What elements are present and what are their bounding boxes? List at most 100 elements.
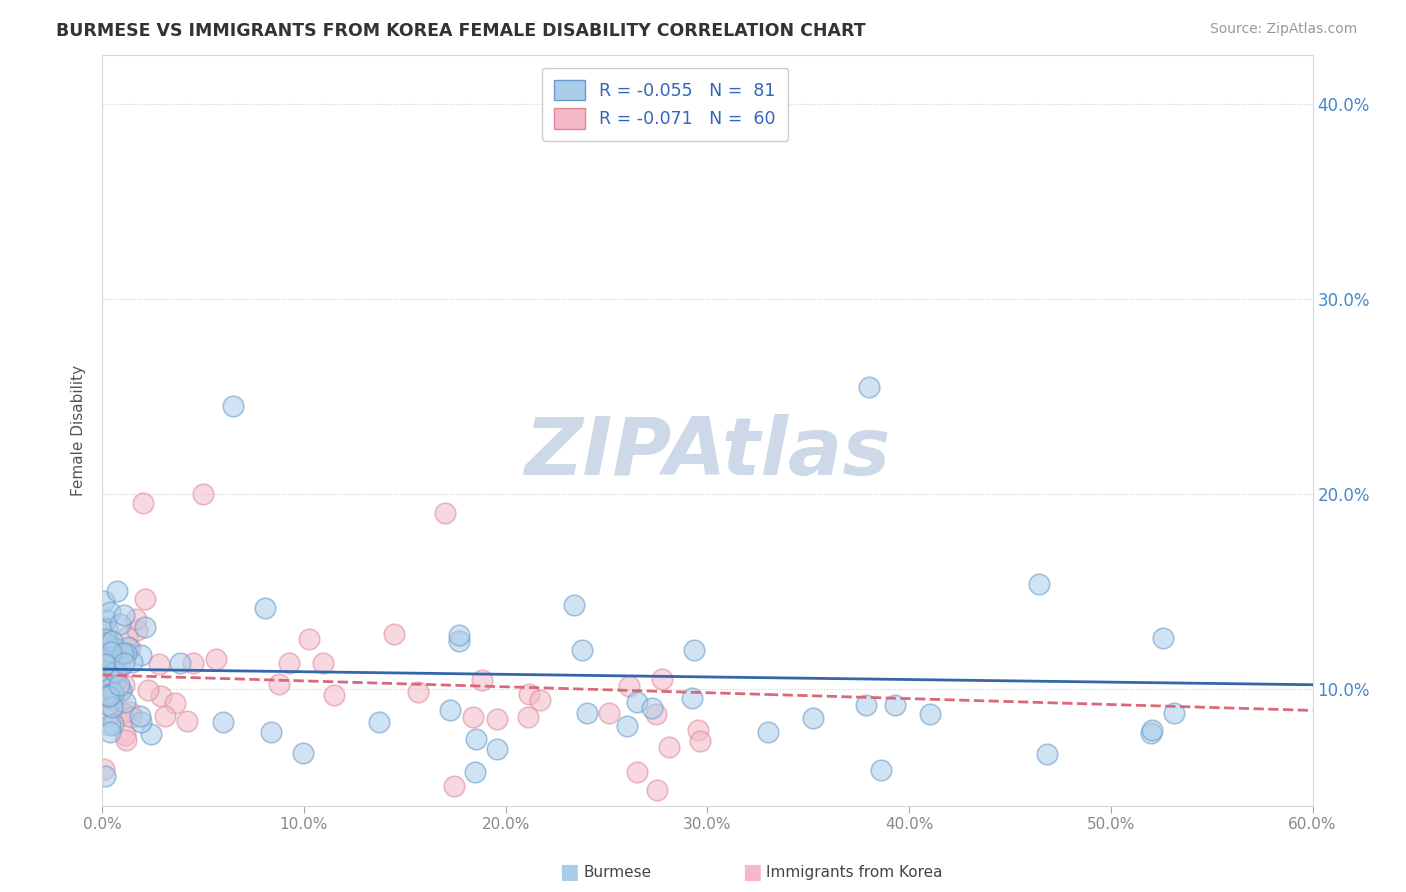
Point: [98, 605, 121, 619]
Point: [96, 672, 118, 686]
Point: [112, 608, 135, 623]
Point: [485, 742, 508, 756]
Point: [406, 685, 429, 699]
Point: [129, 709, 152, 723]
Point: [254, 600, 277, 615]
Point: [464, 765, 486, 780]
Point: [98, 689, 121, 703]
Point: [626, 765, 648, 780]
Point: [191, 486, 214, 500]
Point: [181, 656, 204, 670]
Point: [103, 643, 125, 657]
Point: [110, 646, 132, 660]
Point: [101, 717, 124, 731]
Point: [920, 706, 942, 721]
Point: [153, 708, 176, 723]
Point: [100, 645, 122, 659]
Point: [517, 710, 540, 724]
Point: [103, 651, 125, 665]
Point: [101, 699, 124, 714]
Point: [461, 710, 484, 724]
Point: [855, 698, 877, 713]
Point: [114, 728, 136, 742]
Point: [1152, 631, 1174, 645]
Point: [884, 698, 907, 713]
Point: [103, 640, 125, 655]
Point: [114, 733, 136, 747]
Point: [112, 657, 135, 671]
Point: [94, 690, 117, 704]
Point: [598, 706, 620, 720]
Text: Source: ZipAtlas.com: Source: ZipAtlas.com: [1209, 22, 1357, 37]
Point: [136, 683, 159, 698]
Point: [103, 664, 125, 678]
Text: ZIPAtlas: ZIPAtlas: [524, 414, 890, 491]
Point: [93, 620, 115, 634]
Point: [98, 681, 121, 696]
Text: ■: ■: [742, 863, 762, 882]
Point: [121, 655, 143, 669]
Point: [148, 657, 170, 671]
Point: [575, 706, 598, 721]
Point: [443, 779, 465, 793]
Point: [104, 665, 127, 679]
Point: [619, 679, 641, 693]
Text: Immigrants from Korea: Immigrants from Korea: [766, 865, 943, 880]
Point: [110, 682, 132, 697]
Point: [94, 657, 117, 671]
Point: [101, 633, 124, 648]
Point: [382, 627, 405, 641]
Point: [91, 673, 114, 687]
Point: [104, 674, 127, 689]
Point: [134, 592, 156, 607]
Point: [150, 689, 173, 703]
Point: [91, 671, 114, 685]
Point: [101, 650, 124, 665]
Point: [681, 690, 703, 705]
Point: [312, 656, 335, 670]
Point: [104, 642, 127, 657]
Point: [291, 746, 314, 760]
Point: [112, 678, 135, 692]
Point: [517, 687, 540, 701]
Point: [626, 695, 648, 709]
Point: [447, 628, 470, 642]
Point: [101, 686, 124, 700]
Point: [464, 732, 486, 747]
Point: [134, 619, 156, 633]
Point: [111, 706, 134, 721]
Point: [689, 733, 711, 747]
Y-axis label: Female Disability: Female Disability: [72, 365, 86, 496]
Point: [96, 632, 118, 646]
Point: [222, 399, 245, 413]
Point: [640, 700, 662, 714]
Point: [1140, 723, 1163, 737]
Text: BURMESE VS IMMIGRANTS FROM KOREA FEMALE DISABILITY CORRELATION CHART: BURMESE VS IMMIGRANTS FROM KOREA FEMALE …: [56, 22, 866, 40]
Point: [1028, 577, 1050, 591]
Point: [447, 633, 470, 648]
Point: [688, 723, 710, 737]
Point: [323, 688, 346, 702]
Point: [110, 661, 132, 675]
Point: [94, 657, 117, 672]
Point: [98, 673, 121, 688]
Point: [98, 724, 121, 739]
Point: [439, 703, 461, 717]
Point: [682, 643, 704, 657]
Point: [97, 709, 120, 723]
Point: [101, 657, 124, 672]
Point: [139, 727, 162, 741]
Point: [108, 678, 131, 692]
Point: [212, 715, 235, 730]
Point: [97, 649, 120, 664]
Point: [165, 696, 187, 710]
Point: [267, 677, 290, 691]
Point: [110, 685, 132, 699]
Point: [278, 656, 301, 670]
Point: [93, 763, 115, 777]
Point: [93, 655, 115, 669]
Point: [129, 714, 152, 729]
Point: [529, 693, 551, 707]
Point: [114, 695, 136, 709]
Point: [96, 622, 118, 636]
